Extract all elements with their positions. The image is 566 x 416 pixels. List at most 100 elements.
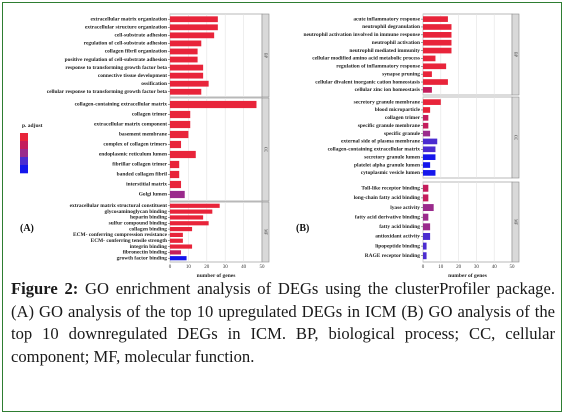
category-label: fibronectin binding: [123, 250, 168, 256]
bar: [170, 80, 209, 87]
category-label: platelet alpha granule lumen: [354, 162, 420, 168]
category-label: collagen fibril organization: [105, 49, 167, 55]
category-label: cellular modified amino acid metabolic p…: [312, 56, 420, 62]
x-tick-label: 20: [204, 265, 210, 270]
category-label: regulation of inflammatory response: [336, 64, 420, 70]
bar: [170, 226, 193, 232]
bar: [423, 79, 448, 85]
bar: [170, 256, 187, 261]
bar: [423, 87, 432, 93]
bar: [423, 39, 452, 46]
x-tick-label: 20: [456, 265, 462, 270]
bar: [170, 32, 215, 39]
bar: [423, 63, 447, 70]
facet-strip-label: CC: [264, 147, 269, 153]
bar: [423, 170, 436, 176]
category-label: acute inflammatory response: [353, 16, 420, 22]
facet-panel-background: [422, 181, 513, 263]
facet-strip: [261, 13, 270, 98]
category-label: lyase activity: [390, 205, 420, 211]
bar: [170, 190, 185, 199]
bar: [423, 232, 431, 240]
facet-strip: [511, 13, 520, 96]
legend-swatch: [20, 141, 28, 150]
bar: [423, 213, 429, 221]
category-label: neutrophil degranulation: [362, 24, 420, 30]
facet-strip: [261, 201, 270, 263]
facet-strip-label: MF: [514, 219, 519, 226]
category-label: cellular divalent inorganic cation homeo…: [315, 79, 420, 85]
bar: [170, 140, 182, 149]
bar: [423, 223, 431, 231]
bar: [170, 209, 213, 214]
category-label: integrin binding: [130, 244, 168, 250]
category-label: heparin binding: [130, 215, 167, 221]
p-adjust-legend: p. adjust: [20, 123, 43, 174]
category-label: fatty acid derivative binding: [355, 214, 420, 220]
bar: [423, 204, 434, 212]
x-tick-label: 30: [474, 265, 480, 270]
bar: [170, 170, 180, 179]
facet-strip-label: BP: [514, 52, 519, 58]
category-label: fatty acid binding: [379, 224, 420, 230]
x-tick-label: 0: [169, 265, 172, 270]
bar: [170, 72, 204, 79]
category-label: specific granule membrane: [358, 123, 421, 129]
bar: [170, 24, 218, 31]
figure-chart: BP extracellular matrix organization extra…: [20, 13, 520, 279]
category-label: neutrophil mediated immunity: [349, 48, 420, 54]
facet-bp: BP extracellular matrix organization extra…: [47, 13, 270, 98]
category-label: cytoplasmic vesicle lumen: [361, 170, 420, 176]
x-tick-label: 0: [422, 265, 425, 270]
facet-strip: [261, 97, 270, 202]
category-label: neutrophil activation involved in immune…: [304, 32, 421, 38]
x-tick-label: 40: [241, 265, 247, 270]
category-label: extracellular structure organization: [85, 25, 167, 31]
category-label: cellular zinc ion homeostasis: [355, 87, 420, 93]
bar: [423, 32, 452, 38]
figure-caption: Figure 2: GO enrichment analysis of DEGs…: [11, 278, 555, 368]
bar: [170, 203, 220, 208]
bar: [170, 130, 189, 139]
category-label: antioxidant activity: [375, 234, 420, 240]
category-label: response to transforming growth factor b…: [65, 65, 167, 71]
facet-panel-background: [422, 96, 513, 179]
facet-cc: CC secretory granule membrane blood microp…: [328, 96, 520, 179]
facet-strip: [511, 96, 520, 179]
x-tick-label: 10: [438, 265, 444, 270]
legend-title: p. adjust: [22, 123, 43, 129]
bar: [170, 244, 193, 249]
category-label: glycosaminoglycan binding: [105, 209, 168, 215]
category-label: collagen trimer: [385, 115, 421, 121]
x-tick-label: 50: [510, 265, 516, 270]
bar: [170, 238, 183, 243]
category-label: positive regulation of cell-substrate ad…: [65, 57, 167, 63]
category-label: secretory granule membrane: [354, 99, 421, 105]
bar: [170, 16, 218, 23]
category-label: regulation of cell-substrate adhesion: [84, 41, 167, 47]
figure-frame: [2, 2, 562, 412]
bar: [170, 232, 183, 238]
category-label: lipopeptide binding: [375, 243, 420, 249]
category-label: basement membrane: [119, 132, 168, 138]
category-label: growth factor binding: [117, 255, 168, 261]
facet-cc: CC collagen-containing extracellular matr…: [75, 97, 270, 202]
bar: [170, 100, 257, 109]
bar: [170, 250, 182, 255]
category-label: endoplasmic reticulum lumen: [99, 152, 167, 158]
bar: [170, 88, 202, 95]
bar: [423, 115, 429, 121]
facet-strip-label: MF: [264, 229, 269, 236]
chart-panel-b: BP acute inflammatory response neutrophil …: [296, 13, 520, 279]
bar: [170, 110, 191, 119]
bar: [170, 221, 209, 226]
category-label: collagen trimer: [132, 112, 168, 118]
category-label: Toll-like receptor binding: [361, 185, 420, 191]
caption-text: GO enrichment analysis of DEGs using the…: [11, 279, 555, 366]
legend-swatch: [20, 165, 28, 174]
legend-swatch: [20, 133, 28, 142]
category-label: ECM- conferring compression resistance: [73, 232, 168, 238]
x-axis-label: number of genes: [197, 273, 236, 279]
facet-bp: BP acute inflammatory response neutrophil …: [304, 13, 520, 96]
bar: [423, 162, 431, 168]
